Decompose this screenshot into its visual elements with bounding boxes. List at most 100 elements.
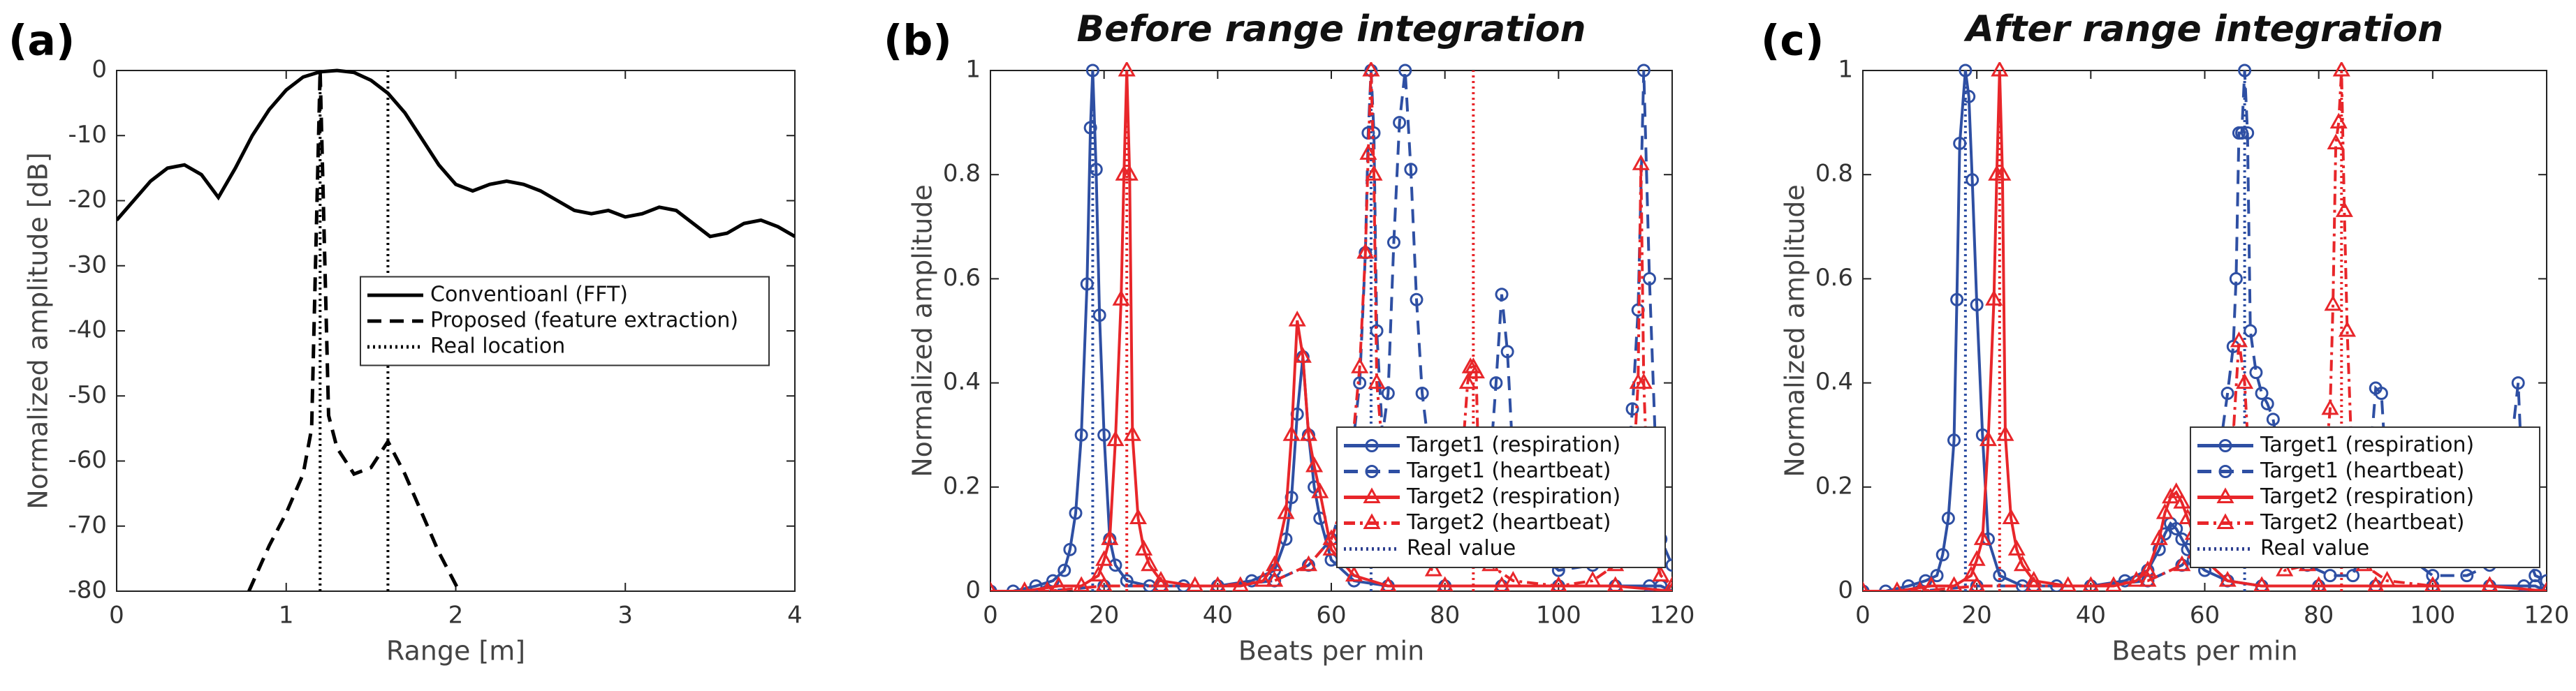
- y-tick-label: 0.4: [1815, 368, 1853, 396]
- data-point: [1979, 430, 1998, 447]
- data-point: [2346, 569, 2360, 583]
- legend-label: Target2 (respiration): [1406, 484, 1620, 509]
- data-point: [2260, 396, 2274, 410]
- x-tick-label: 4: [787, 602, 803, 630]
- data-point: [2139, 570, 2157, 587]
- x-tick-label: 40: [2076, 602, 2106, 630]
- data-point: [1073, 576, 1090, 591]
- y-tick-label: -50: [68, 381, 107, 409]
- data-point: [2167, 482, 2186, 498]
- data-point: [1299, 425, 1318, 441]
- data-point: [2229, 272, 2243, 285]
- data-point: [1007, 584, 1020, 591]
- data-point: [1458, 373, 1477, 389]
- data-point: [1074, 428, 1088, 442]
- data-point: [1970, 298, 1984, 312]
- data-point: [1092, 309, 1106, 322]
- legend-marker: [1363, 513, 1381, 529]
- y-tick-label: -30: [68, 251, 107, 278]
- data-point: [2276, 560, 2294, 577]
- y-axis-label: Normalized amplitude: [907, 184, 938, 477]
- x-tick-label: 120: [2524, 602, 2570, 630]
- y-tick-label: 0.6: [1815, 264, 1853, 292]
- data-point: [1322, 529, 1340, 545]
- y-tick-label: -20: [68, 186, 107, 214]
- legend-marker: [2218, 465, 2232, 478]
- x-tick-label: 3: [617, 602, 633, 630]
- data-point: [1266, 555, 1284, 572]
- data-point: [1993, 165, 2012, 181]
- data-point: [2128, 570, 2146, 587]
- legend-label: Real value: [2260, 536, 2369, 560]
- data-point: [1359, 144, 1377, 160]
- data-point: [1393, 116, 1407, 130]
- data-point: [1664, 576, 1672, 591]
- x-axis-label: Range [m]: [386, 636, 525, 667]
- data-point: [1069, 506, 1083, 520]
- legend-label: Target2 (heartbeat): [1406, 510, 1611, 535]
- data-point: [2541, 581, 2547, 591]
- y-axis-label: Normalized amplitude: [1780, 184, 1810, 477]
- panel-label: (a): [8, 17, 75, 66]
- data-point: [1029, 579, 1043, 591]
- y-tick-label: 0.8: [943, 160, 981, 188]
- data-point: [2540, 574, 2547, 588]
- data-point: [2511, 376, 2525, 390]
- x-tick-label: 1: [279, 602, 294, 630]
- data-point: [1381, 387, 1395, 401]
- data-point: [1968, 576, 1986, 591]
- data-point: [1345, 565, 1363, 582]
- data-point: [1993, 569, 2007, 583]
- data-point: [990, 581, 996, 591]
- x-tick-label: 120: [1650, 602, 1695, 630]
- data-point: [2013, 555, 2031, 572]
- data-point: [1398, 64, 1412, 77]
- legend-label: Target1 (heartbeat): [2260, 459, 2464, 483]
- data-point: [2236, 373, 2254, 389]
- data-point: [1500, 345, 1514, 359]
- data-point: [1058, 563, 1071, 577]
- y-tick-label: 0.6: [943, 264, 981, 292]
- data-point: [2374, 387, 2388, 401]
- y-tick-label: 0: [92, 56, 107, 84]
- data-point: [2244, 324, 2257, 338]
- data-point: [2218, 570, 2237, 587]
- y-tick-label: -70: [68, 511, 107, 539]
- data-point: [1095, 576, 1113, 591]
- data-point: [1863, 581, 1868, 591]
- data-point: [1106, 430, 1125, 447]
- data-point: [2238, 64, 2252, 77]
- data-point: [1386, 235, 1400, 249]
- data-point: [1404, 163, 1418, 177]
- data-point: [2367, 576, 2385, 591]
- data-point: [1294, 347, 1312, 363]
- legend-box: [360, 276, 770, 366]
- data-point: [1123, 425, 1141, 441]
- series-line: [117, 68, 795, 239]
- data-point: [2162, 487, 2180, 504]
- data-point: [2460, 569, 2474, 583]
- data-point: [1495, 288, 1509, 302]
- data-point: [2255, 387, 2269, 401]
- panel-label: (c): [1761, 17, 1824, 66]
- data-point: [2324, 295, 2342, 311]
- y-tick-label: 0: [965, 577, 981, 604]
- x-tick-label: 20: [1962, 602, 1992, 630]
- data-point: [1101, 529, 1119, 545]
- data-point: [1922, 576, 1940, 591]
- data-point: [1665, 558, 1672, 572]
- x-tick-label: 0: [1855, 602, 1871, 630]
- legend-label: Proposed (feature extraction): [430, 309, 738, 333]
- data-point: [2025, 576, 2042, 591]
- data-point: [1947, 433, 1961, 447]
- data-point: [1424, 560, 1442, 577]
- data-point: [1642, 272, 1656, 285]
- data-point: [1368, 373, 1386, 389]
- legend-label: Target2 (heartbeat): [2260, 510, 2464, 535]
- y-tick-label: 0.8: [1815, 160, 1853, 188]
- data-point: [1968, 550, 1986, 566]
- data-point: [2321, 399, 2339, 415]
- x-tick-label: 80: [1430, 602, 1460, 630]
- data-point: [2007, 540, 2026, 556]
